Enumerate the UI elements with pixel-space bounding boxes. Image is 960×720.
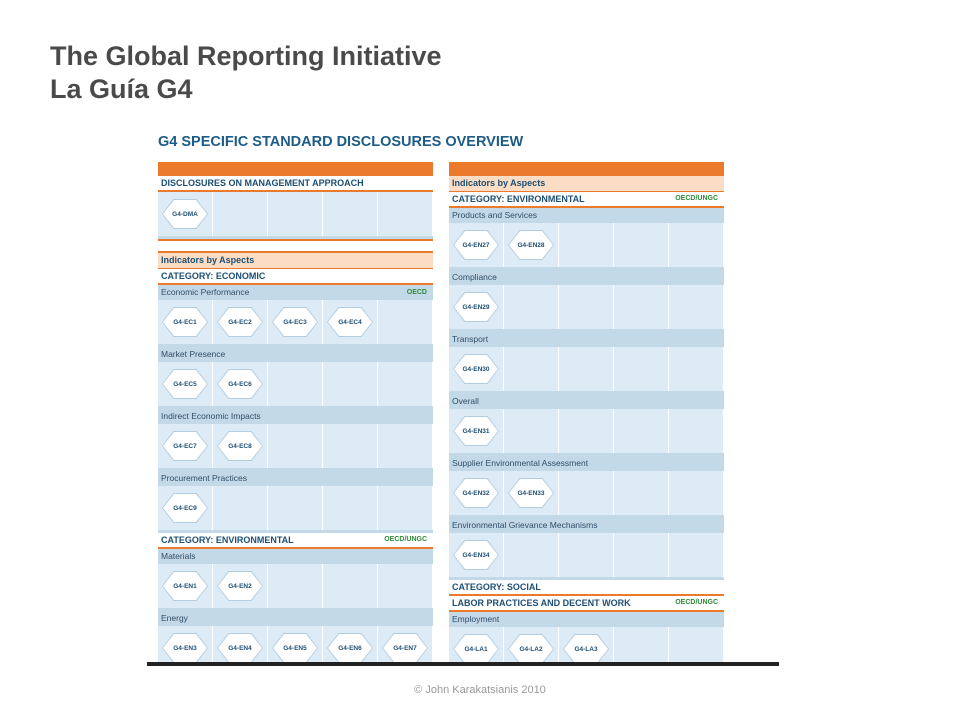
indicator-hex: G4-EN4 [218, 634, 262, 662]
indicator-hex: G4-EN7 [383, 634, 427, 662]
economic-header: CATEGORY: ECONOMIC [158, 269, 433, 285]
aspect-header: Energy [158, 611, 433, 626]
indicator-row: G4-EN29 [449, 285, 724, 332]
indicator-row: G4-EN30 [449, 347, 724, 394]
indicator-hex: G4-EN1 [163, 572, 207, 600]
indicator-hex: G4-EN29 [454, 293, 498, 321]
aspect-header: Products and Services [449, 208, 724, 223]
slide-title-line1: The Global Reporting Initiative [50, 41, 442, 71]
aspect-header: Environmental Grievance Mechanisms [449, 518, 724, 533]
oecd-ungc-tag: OECD/UNGC [675, 599, 718, 606]
indicator-row: G4-EC5 G4-EC6 [158, 362, 433, 409]
indicator-row: G4-EN1 G4-EN2 [158, 564, 433, 611]
indicator-row: G4-EN31 [449, 409, 724, 456]
indicator-row: G4-EC9 [158, 486, 433, 533]
indicator-hex: G4-EN30 [454, 355, 498, 383]
slide-title-line2: La Guía G4 [50, 74, 193, 104]
oecd-ungc-tag: OECD/UNGC [675, 195, 718, 202]
indicator-hex: G4-EN34 [454, 541, 498, 569]
indicator-row: G4-EC1 G4-EC2 G4-EC3 G4-EC4 [158, 300, 433, 347]
aspect-header: Employment [449, 612, 724, 627]
dma-header: DISCLOSURES ON MANAGEMENT APPROACH [158, 176, 433, 192]
aspect-header: Transport [449, 332, 724, 347]
aspect-header: Market Presence [158, 347, 433, 362]
indicator-hex: G4-EN3 [163, 634, 207, 662]
indicator-hex: G4-EC4 [328, 308, 372, 336]
orange-band [158, 162, 433, 176]
indicator-hex: G4-EN6 [328, 634, 372, 662]
indicator-row: G4-EN27 G4-EN28 [449, 223, 724, 270]
indicators-header: Indicators by Aspects [449, 176, 724, 192]
copyright-footer: © John Karakatsianis 2010 [414, 684, 546, 696]
indicator-hex: G4-EN5 [273, 634, 317, 662]
aspect-header: Procurement Practices [158, 471, 433, 486]
aspect-header: Indirect Economic Impacts [158, 409, 433, 424]
figure-bottom-rule [147, 662, 779, 666]
aspect-header: Economic Performance OECD [158, 285, 433, 300]
aspect-header: Compliance [449, 270, 724, 285]
oecd-tag: OECD [406, 289, 427, 296]
oecd-ungc-tag: OECD/UNGC [384, 536, 427, 543]
indicator-row: G4-EN3 G4-EN4 G4-EN5 G4-EN6 G4-EN7 [158, 626, 433, 664]
aspect-header: Overall [449, 394, 724, 409]
indicator-hex: G4-LA1 [454, 635, 498, 663]
indicators-header: Indicators by Aspects [158, 253, 433, 269]
environmental-header: CATEGORY: ENVIRONMENTAL OECD/UNGC [158, 533, 433, 549]
indicator-row: G4-EN32 G4-EN33 [449, 471, 724, 518]
divider [158, 239, 433, 241]
left-column: DISCLOSURES ON MANAGEMENT APPROACH G4-DM… [158, 162, 433, 664]
aspect-header: Materials [158, 549, 433, 564]
slide-title: The Global Reporting Initiative La Guía … [50, 40, 442, 106]
indicator-hex: G4-EN32 [454, 479, 498, 507]
social-header: CATEGORY: SOCIAL [449, 580, 724, 596]
right-column: Indicators by Aspects CATEGORY: ENVIRONM… [449, 162, 724, 664]
indicator-hex: G4-EC3 [273, 308, 317, 336]
dma-row: G4-DMA [158, 192, 433, 239]
aspect-header: Supplier Environmental Assessment [449, 456, 724, 471]
environmental-header: CATEGORY: ENVIRONMENTAL OECD/UNGC [449, 192, 724, 208]
labor-header: LABOR PRACTICES AND DECENT WORK OECD/UNGC [449, 596, 724, 612]
indicator-hex: G4-EN2 [218, 572, 262, 600]
indicator-hex: G4-EN27 [454, 231, 498, 259]
indicator-hex: G4-EN31 [454, 417, 498, 445]
g4-overview-figure: G4 SPECIFIC STANDARD DISCLOSURES OVERVIE… [147, 126, 779, 664]
figure-title: G4 SPECIFIC STANDARD DISCLOSURES OVERVIE… [158, 134, 524, 150]
indicator-row: G4-EC7 G4-EC8 [158, 424, 433, 471]
divider [158, 251, 433, 253]
indicator-row: G4-LA1 G4-LA2 G4-LA3 [449, 627, 724, 664]
orange-band [449, 162, 724, 176]
indicator-row: G4-EN34 [449, 533, 724, 580]
